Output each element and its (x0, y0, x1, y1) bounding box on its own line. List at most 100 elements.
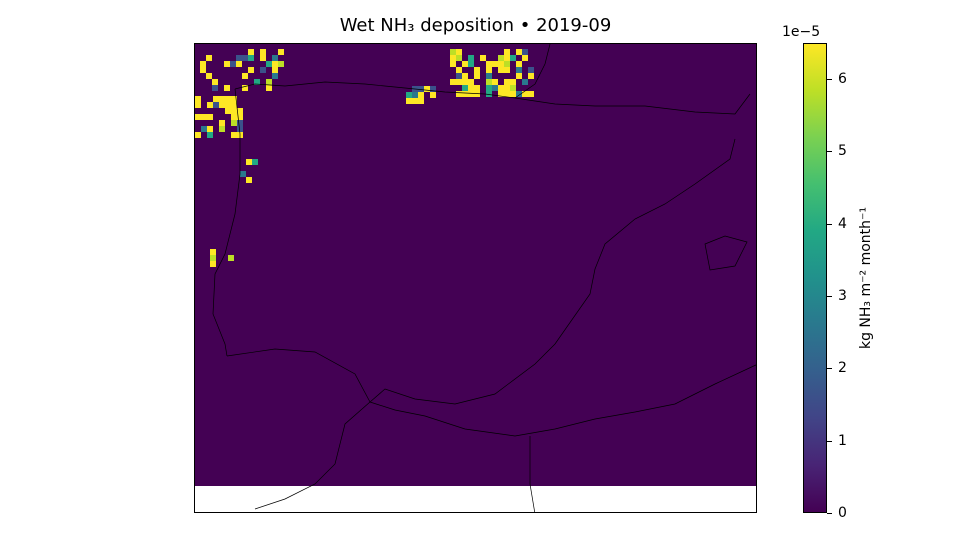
deposition-cell (462, 61, 468, 67)
deposition-cell (272, 61, 278, 67)
deposition-cell (231, 96, 237, 102)
deposition-cell (510, 91, 516, 97)
high-deposition-cells (195, 49, 534, 267)
deposition-cell (450, 55, 456, 61)
deposition-cell (254, 79, 260, 85)
deposition-cell (450, 49, 456, 55)
deposition-cell (260, 49, 266, 55)
deposition-cell (278, 49, 284, 55)
deposition-map (195, 44, 756, 512)
deposition-cell (474, 67, 480, 73)
deposition-cell (450, 61, 456, 67)
deposition-cell (474, 85, 480, 91)
deposition-cell (231, 120, 237, 126)
deposition-cell (468, 91, 474, 97)
deposition-cell (272, 55, 278, 61)
deposition-cell (498, 85, 504, 91)
coastline-africa-west (254, 401, 371, 510)
deposition-cell (456, 55, 462, 61)
colorbar-tick-label: 4 (838, 216, 847, 232)
deposition-cell (522, 55, 528, 61)
map-panel (194, 43, 757, 513)
deposition-cell (231, 114, 237, 120)
deposition-cell (486, 73, 492, 79)
coastline-africa (369, 364, 756, 437)
deposition-cell (462, 91, 468, 97)
deposition-cell (266, 61, 272, 67)
colorbar-tick (827, 151, 832, 152)
deposition-cell (450, 79, 456, 85)
deposition-cell (210, 261, 216, 267)
deposition-cell (224, 85, 230, 91)
deposition-cell (201, 114, 207, 120)
deposition-cell (260, 67, 266, 73)
deposition-cell (498, 67, 504, 73)
deposition-cell (278, 61, 284, 67)
deposition-cell (418, 92, 424, 98)
deposition-cell (242, 85, 248, 91)
deposition-cell (510, 85, 516, 91)
deposition-cell (504, 67, 510, 73)
deposition-cell (504, 61, 510, 67)
deposition-cell (231, 108, 237, 114)
deposition-cell (207, 114, 213, 120)
deposition-field (195, 44, 756, 486)
deposition-cell (206, 73, 212, 79)
deposition-cell (504, 91, 510, 97)
deposition-cell (468, 61, 474, 67)
deposition-cell (237, 126, 243, 132)
deposition-cell (207, 102, 213, 108)
deposition-cell (474, 91, 480, 97)
deposition-cell (237, 120, 243, 126)
deposition-cell (230, 61, 236, 67)
colorbar-tick-label: 5 (838, 143, 847, 159)
deposition-cell (260, 55, 266, 61)
deposition-cell (462, 79, 468, 85)
deposition-cell (522, 49, 528, 55)
deposition-cell (210, 255, 216, 261)
field-background (195, 44, 756, 486)
deposition-cell (224, 61, 230, 67)
coastlines (212, 44, 756, 512)
deposition-cell (498, 91, 504, 97)
deposition-cell (486, 67, 492, 73)
colorbar-exponent: 1e−5 (782, 24, 821, 40)
deposition-cell (225, 96, 231, 102)
deposition-cell (522, 79, 528, 85)
colorbar-tick-label: 0 (838, 505, 847, 521)
colorbar-tick-label: 1 (838, 433, 847, 449)
deposition-cell (236, 55, 242, 61)
colorbar-tick (827, 296, 832, 297)
deposition-cell (456, 73, 462, 79)
deposition-cell (231, 132, 237, 138)
deposition-cell (492, 61, 498, 67)
deposition-cell (468, 55, 474, 61)
deposition-cell (492, 79, 498, 85)
deposition-cell (242, 55, 248, 61)
deposition-cell (219, 120, 225, 126)
border-africa (529, 436, 536, 512)
deposition-cell (212, 79, 218, 85)
deposition-cell (207, 126, 213, 132)
deposition-cell (468, 79, 474, 85)
deposition-cell (424, 86, 430, 92)
deposition-cell (498, 55, 504, 61)
deposition-cell (510, 79, 516, 85)
deposition-cell (516, 91, 522, 97)
deposition-cell (406, 92, 412, 98)
deposition-cell (486, 61, 492, 67)
deposition-cell (195, 102, 201, 108)
deposition-cell (237, 108, 243, 114)
deposition-cell (206, 55, 212, 61)
deposition-cell (510, 55, 516, 61)
deposition-cell (430, 86, 436, 92)
deposition-cell (236, 61, 242, 67)
deposition-cell (418, 98, 424, 104)
deposition-cell (516, 73, 522, 79)
deposition-cell (504, 79, 510, 85)
deposition-cell (528, 91, 534, 97)
deposition-cell (252, 159, 258, 165)
deposition-cell (231, 102, 237, 108)
deposition-cell (195, 114, 201, 120)
coastline-east (514, 93, 751, 115)
